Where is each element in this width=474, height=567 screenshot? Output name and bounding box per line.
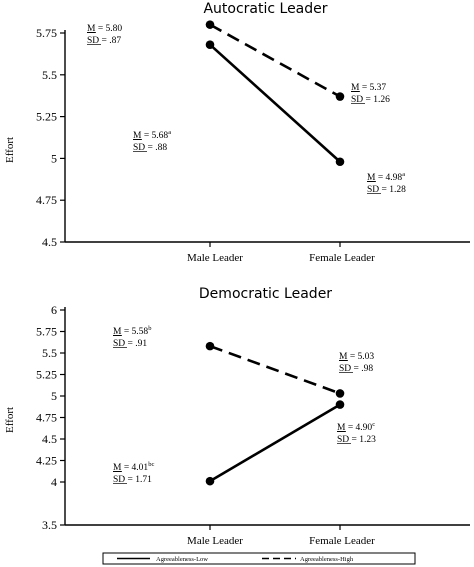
y-tick-label: 5.5 [42, 346, 57, 360]
y-tick-label: 4.5 [42, 235, 57, 249]
sd-label: SD = 1.26 [351, 95, 390, 105]
chart-panel-0: Autocratic Leader 4.5 4.75 5 5.25 5.5 5.75 Male… [4, 1, 470, 264]
y-tick-label: 5.75 [36, 26, 57, 40]
y-tick-label: 5.75 [36, 325, 57, 339]
y-tick-label: 5.25 [36, 110, 57, 124]
mean-sd-annotation: M = 4.01bc SD = 1.71 [113, 461, 154, 485]
sd-label: SD = 1.71 [113, 475, 152, 485]
mean-sd-annotation: M = 5.37 SD = 1.26 [351, 83, 390, 105]
x-tick-label: Female Leader [309, 252, 375, 264]
y-tick-label: 4.25 [36, 454, 57, 468]
data-point [335, 92, 345, 101]
mean-sd-annotation: M = 4.98a SD = 1.28 [367, 171, 406, 195]
mean-label: M = 5.03 [339, 352, 374, 362]
data-point [205, 476, 215, 486]
data-point [335, 400, 345, 409]
series-line-dashed [209, 344, 341, 395]
mean-sd-annotation: M = 5.80 SD = .87 [87, 24, 122, 46]
y-tick-label: 5 [51, 389, 57, 403]
legend: Agreeableness-Low Agreeableness-High [102, 552, 416, 565]
x-tick-label: Female Leader [309, 535, 375, 547]
mean-label: M = 4.90c [337, 421, 375, 433]
chart-title: Democratic Leader [199, 286, 332, 302]
mean-label: M = 5.68a [133, 129, 171, 141]
y-tick-label: 5.5 [42, 68, 57, 82]
sd-label: SD = .98 [339, 364, 373, 374]
y-tick-label: 5.25 [36, 368, 57, 382]
data-point [205, 40, 215, 50]
legend-label: Agreeableness-High [300, 556, 354, 563]
sd-label: SD = 1.23 [337, 435, 376, 445]
sd-label: SD = .91 [113, 339, 147, 349]
mean-label: M = 5.80 [87, 24, 122, 34]
y-tick-label: 3.5 [42, 518, 57, 532]
y-tick-label: 6 [51, 303, 57, 317]
data-point [205, 341, 215, 351]
data-point [205, 20, 215, 29]
y-tick-label: 4.75 [36, 193, 57, 207]
y-axis-label: Effort [4, 407, 16, 433]
y-tick-label: 5 [51, 151, 57, 165]
chart-title: Autocratic Leader [203, 1, 327, 17]
mean-label: M = 5.58b [113, 325, 151, 337]
data-point [335, 157, 345, 167]
sd-label: SD = .88 [133, 143, 167, 153]
mean-label: M = 4.01bc [113, 461, 154, 473]
mean-sd-annotation: M = 5.68a SD = .88 [133, 129, 171, 153]
data-point [335, 389, 345, 398]
y-tick-label: 4.5 [42, 432, 57, 446]
mean-sd-annotation: M = 5.58b SD = .91 [113, 325, 151, 349]
x-tick-label: Male Leader [187, 252, 243, 264]
series-line-dashed [209, 23, 341, 98]
y-tick-label: 4.75 [36, 411, 57, 425]
sd-label: SD = 1.28 [367, 185, 406, 195]
mean-sd-annotation: M = 5.03 SD = .98 [339, 352, 374, 374]
mean-sd-annotation: M = 4.90c SD = 1.23 [337, 421, 376, 445]
legend-label: Agreeableness-Low [156, 556, 208, 563]
y-tick-label: 4 [51, 475, 57, 489]
series-line-solid [209, 43, 341, 163]
legend-box [102, 552, 416, 565]
series-line-solid [209, 403, 341, 483]
x-tick-label: Male Leader [187, 535, 243, 547]
chart-panel-1: Democratic Leader 3.5 4 4.25 4.5 4.75 5 5.25 5.5… [4, 286, 470, 547]
sd-label: SD = .87 [87, 36, 121, 46]
mean-label: M = 5.37 [351, 83, 386, 93]
mean-label: M = 4.98a [367, 171, 405, 183]
y-axis-label: Effort [4, 137, 16, 163]
